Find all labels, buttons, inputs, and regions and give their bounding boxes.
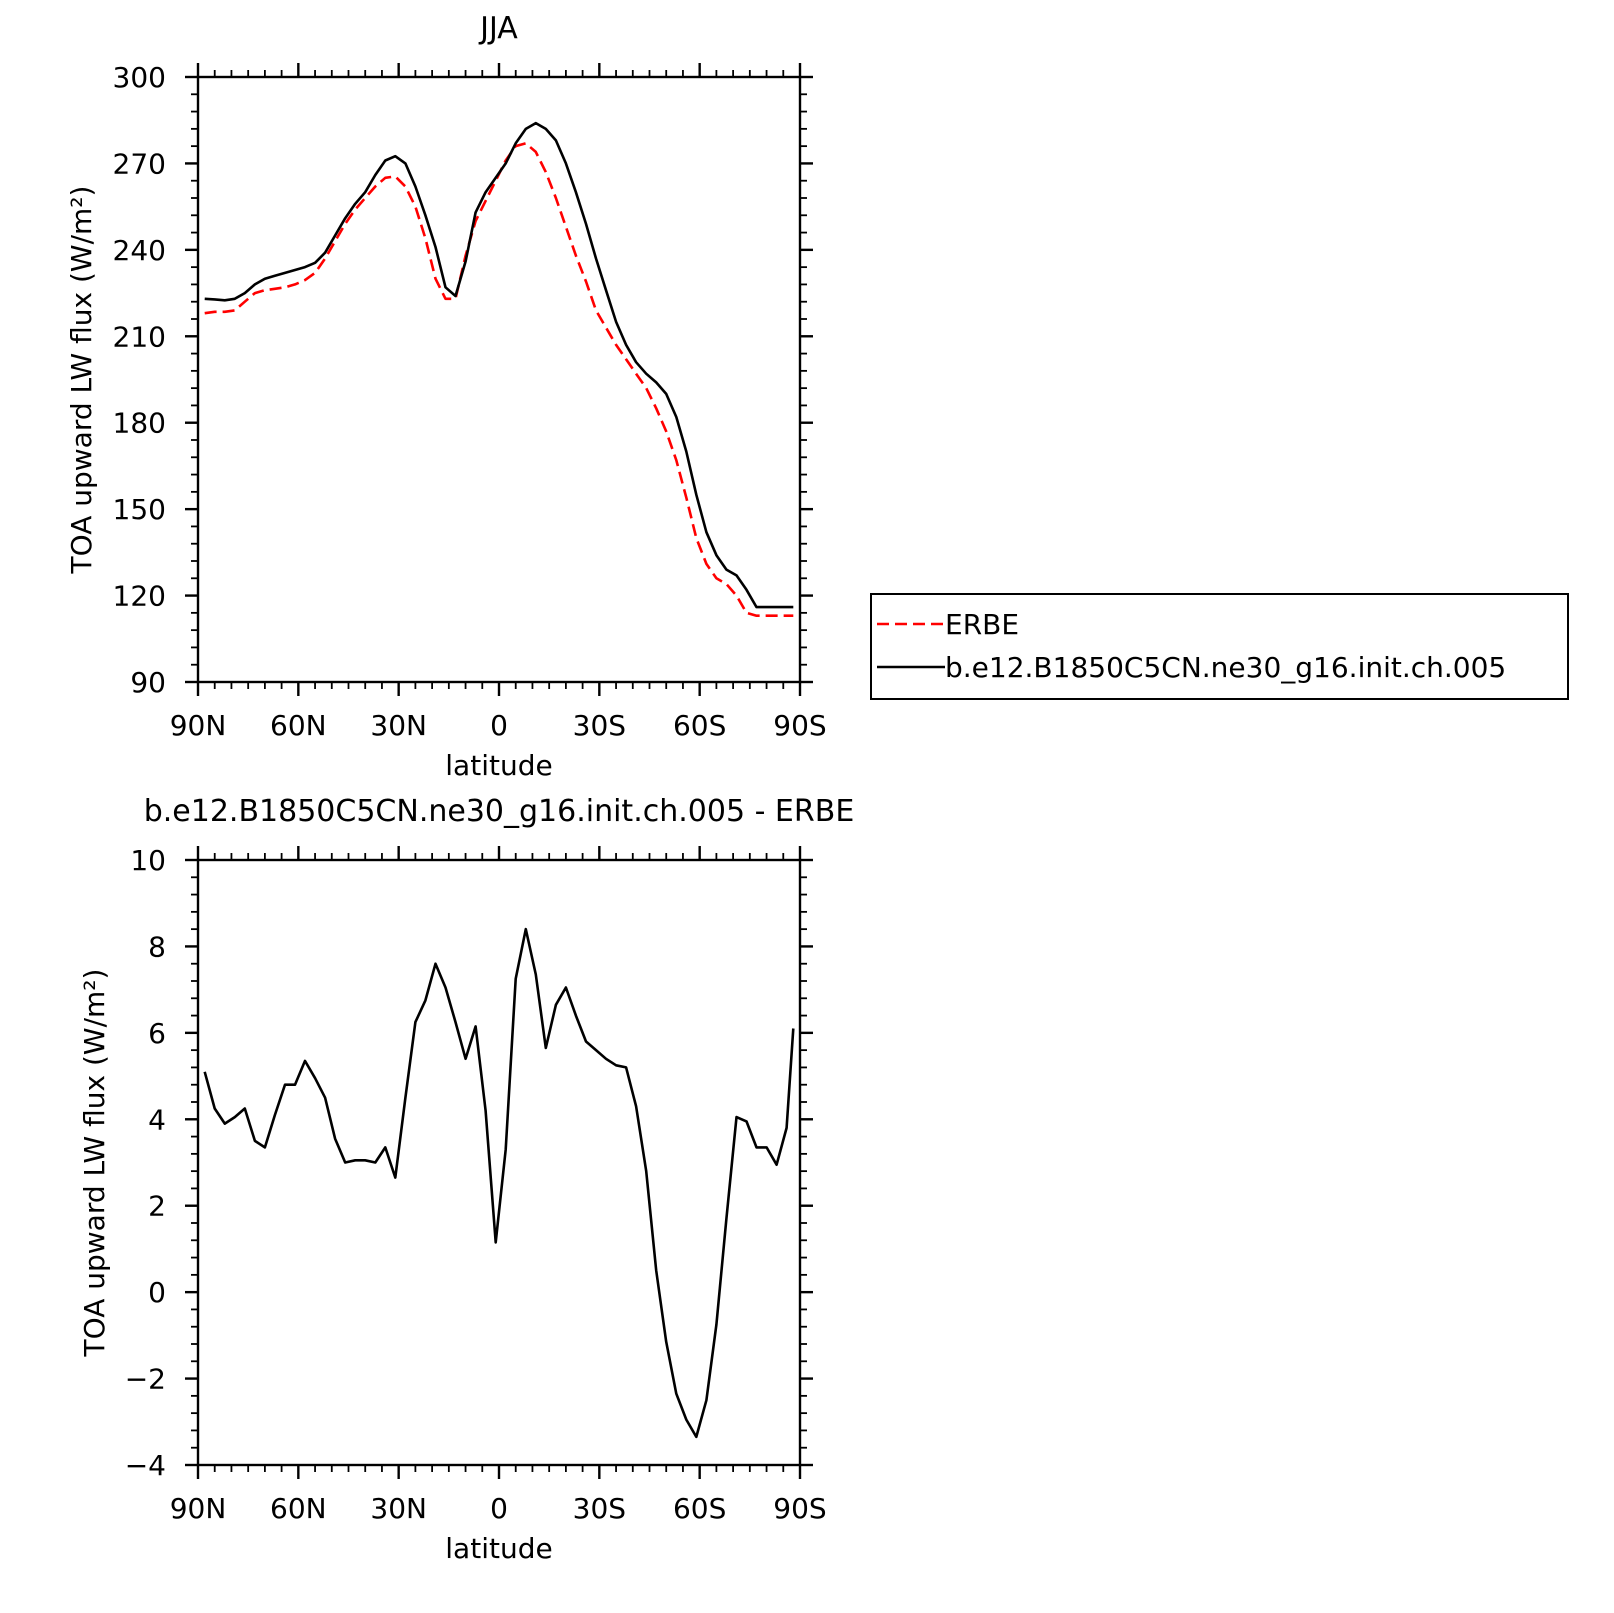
x-tick-label: 30N [370,709,427,742]
top-panel: JJA 90 120 150 180 210 240 270 300 90N 60N 30N 0 30S 6… [65,11,827,782]
y-tick-label: −4 [125,1449,166,1482]
chart-title: b.e12.B1850C5CN.ne30_g16.init.ch.005 - E… [144,794,855,829]
series-line-difference [203,927,795,1439]
legend-label: ERBE [945,608,1019,641]
y-tick-label: 4 [148,1103,166,1136]
chart-title: JJA [478,11,518,46]
y-tick-label: 150 [113,493,166,526]
legend: ERBE b.e12.B1850C5CN.ne30_g16.init.ch.005 [870,593,1569,700]
series-line-erbe [204,142,794,618]
x-tick-label: 90S [773,1492,826,1525]
x-tick-label: 90S [773,709,826,742]
x-tick-label: 0 [490,1492,508,1525]
y-tick-label: 0 [148,1276,166,1309]
legend-label: b.e12.B1850C5CN.ne30_g16.init.ch.005 [945,651,1506,684]
x-tick-label: 30S [573,709,626,742]
x-tick-label: 30S [573,1492,626,1525]
x-tick-label: 0 [490,709,508,742]
y-tick-label: 10 [130,844,166,877]
y-tick-label: 6 [148,1017,166,1050]
x-tick-label: 60S [673,1492,726,1525]
x-axis-label: latitude [445,749,552,782]
x-tick-label: 90N [170,709,227,742]
bottom-panel: b.e12.B1850C5CN.ne30_g16.init.ch.005 - E… [78,794,854,1565]
y-tick-label: −2 [125,1363,166,1396]
y-tick-label: 270 [113,147,166,180]
y-tick-label: 210 [113,320,166,353]
y-tick-label: 2 [148,1190,166,1223]
y-tick-label: 180 [113,407,166,440]
x-tick-label: 90N [170,1492,227,1525]
series-line-b-e12-b1850c5cn-ne30-g16-init-ch-005 [204,121,794,609]
y-tick-label: 300 [113,61,166,94]
y-tick-label: 90 [130,666,166,699]
y-axis-label: TOA upward LW flux (W/m²) [78,969,111,1358]
x-tick-label: 60N [270,1492,327,1525]
x-axis-label: latitude [445,1532,552,1565]
legend-box [870,593,1569,700]
y-tick-label: 8 [148,930,166,963]
x-tick-label: 60S [673,709,726,742]
y-tick-label: 120 [113,580,166,613]
x-tick-label: 60N [270,709,327,742]
plot-frame [196,75,802,684]
y-tick-label: 240 [113,234,166,267]
x-tick-label: 30N [370,1492,427,1525]
y-axis-label: TOA upward LW flux (W/m²) [65,186,98,575]
